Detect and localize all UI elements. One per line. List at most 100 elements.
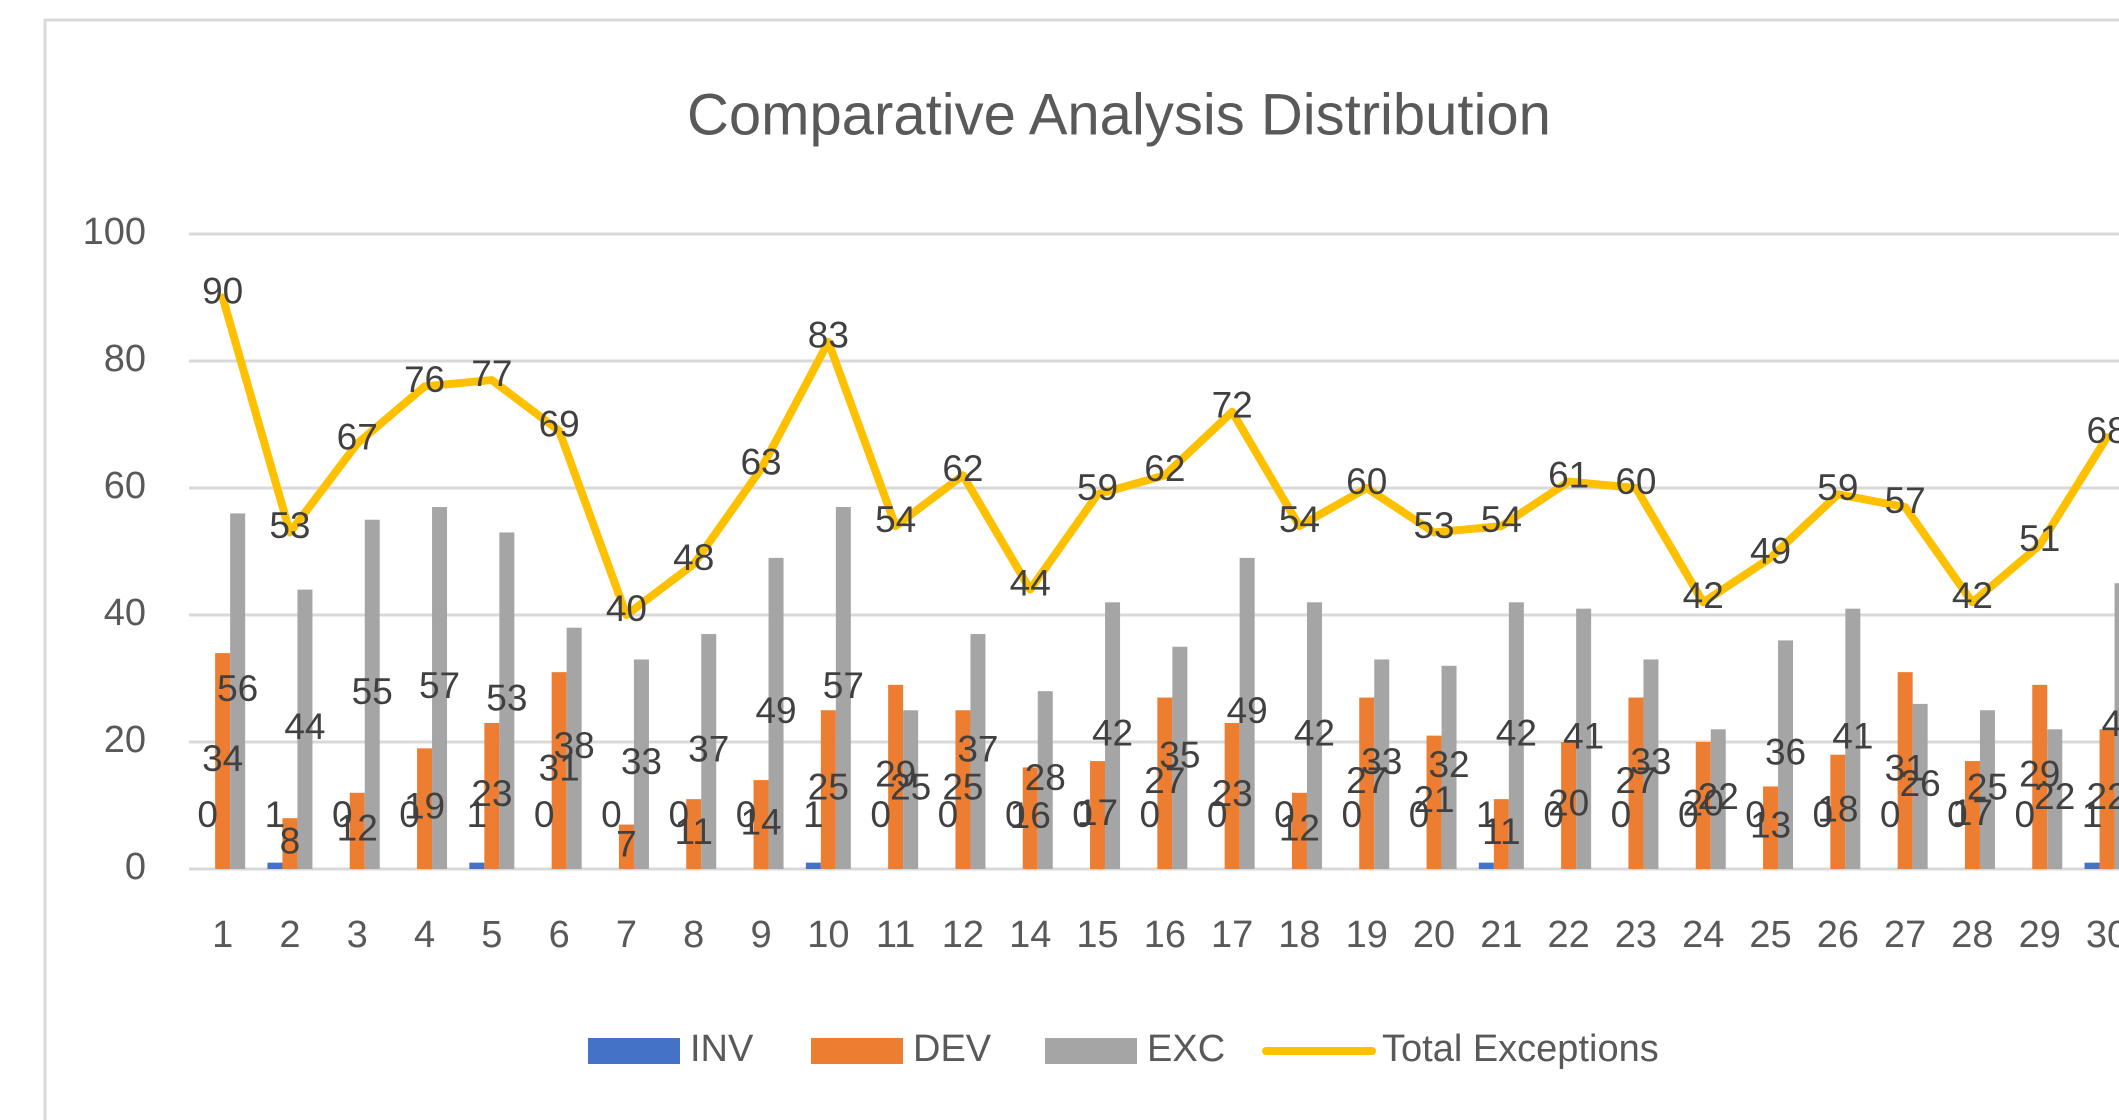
bar-data-label: 16 (1010, 795, 1051, 836)
bar-data-label: 26 (1900, 763, 1941, 804)
line-data-label: 76 (404, 359, 445, 400)
bar (1306, 602, 1322, 869)
bar-data-label: 1 (1476, 794, 1497, 835)
bar-data-label: 0 (1140, 794, 1161, 835)
bar (1778, 640, 1794, 869)
bar (835, 507, 851, 869)
bar-data-label: 0 (668, 794, 689, 835)
bar (2032, 684, 2048, 869)
legend-swatch (811, 1038, 903, 1064)
bar (1037, 691, 1053, 869)
bar-data-label: 0 (736, 794, 757, 835)
bar-data-label: 38 (554, 725, 595, 766)
bar (633, 659, 649, 869)
bar-data-label: 57 (419, 665, 460, 706)
bar (1964, 761, 1980, 869)
bar-data-label: 37 (688, 728, 729, 769)
bar-data-label: 0 (1611, 794, 1632, 835)
bar (1105, 602, 1121, 869)
x-tick-label: 17 (1211, 914, 1253, 956)
bar-data-label: 22 (2086, 776, 2119, 817)
bar-data-label: 25 (942, 766, 983, 807)
bar (955, 710, 971, 869)
bar-data-label: 12 (1279, 808, 1320, 849)
bar-data-label: 23 (1212, 773, 1253, 814)
bar-data-label: 49 (755, 690, 796, 731)
bar (753, 780, 769, 869)
bar-data-label: 0 (197, 794, 218, 835)
y-tick-label: 0 (125, 846, 146, 888)
bar-data-label: 42 (1496, 712, 1537, 753)
bar (701, 634, 717, 869)
x-tick-label: 2 (279, 914, 300, 956)
x-tick-label: 26 (1817, 914, 1859, 956)
bar-data-label: 22 (1698, 776, 1739, 817)
bar (1493, 799, 1509, 869)
bar-data-label: 57 (823, 665, 864, 706)
x-tick-label: 1 (212, 914, 233, 956)
bar (1441, 665, 1457, 869)
x-tick-label: 10 (807, 914, 849, 956)
bar (1090, 761, 1106, 869)
bar (1359, 697, 1375, 869)
bar-data-label: 19 (404, 785, 445, 826)
bar-data-label: 20 (1548, 782, 1589, 823)
bar (1763, 786, 1779, 869)
x-tick-label: 12 (942, 914, 984, 956)
line-data-label: 42 (1952, 575, 1993, 616)
x-tick-label: 5 (481, 914, 502, 956)
legend-label: Total Exceptions (1382, 1028, 1659, 1070)
bar-data-label: 21 (1413, 779, 1454, 820)
bar (1845, 608, 1861, 869)
bar-data-label: 33 (1630, 741, 1671, 782)
bar (820, 710, 836, 869)
bar-data-label: 49 (1227, 690, 1268, 731)
bar-data-label: 0 (1880, 794, 1901, 835)
bar (1374, 659, 1390, 869)
bar (282, 818, 298, 869)
x-tick-label: 16 (1144, 914, 1186, 956)
x-tick-label: 15 (1076, 914, 1118, 956)
bar (1239, 557, 1255, 869)
bar (1897, 672, 1913, 869)
bar-data-label: 12 (337, 808, 378, 849)
line-data-label: 44 (1010, 562, 1051, 603)
bar (469, 862, 485, 869)
x-tick-label: 24 (1682, 914, 1724, 956)
line-data-label: 53 (269, 505, 310, 546)
bar-data-label: 0 (1207, 794, 1228, 835)
bar (1979, 710, 1995, 869)
x-tick-label: 28 (1951, 914, 1993, 956)
x-tick-label: 21 (1480, 914, 1522, 956)
bar (1426, 735, 1442, 869)
bar-data-label: 56 (217, 668, 258, 709)
bar (364, 519, 380, 869)
bar (1291, 792, 1307, 869)
legend-swatch (1045, 1038, 1137, 1064)
bar (686, 799, 702, 869)
bar (297, 589, 313, 869)
legend-label: EXC (1147, 1028, 1225, 1070)
bar-data-label: 32 (1428, 744, 1469, 785)
bar (1478, 862, 1494, 869)
line-data-label: 62 (942, 448, 983, 489)
x-tick-label: 25 (1749, 914, 1791, 956)
line-data-label: 77 (471, 353, 512, 394)
bar-data-label: 0 (1678, 794, 1699, 835)
bar-data-label: 11 (1482, 811, 1520, 852)
bar (2047, 729, 2063, 869)
bar (888, 684, 904, 869)
bar-data-label: 1 (467, 794, 488, 835)
bar-data-label: 0 (534, 794, 555, 835)
bar (1508, 602, 1524, 869)
line-data-label: 83 (808, 315, 849, 356)
bar-data-label: 20 (1683, 782, 1724, 823)
bar-data-label: 0 (1543, 794, 1564, 835)
bar (1912, 703, 1928, 869)
bar (499, 532, 515, 869)
y-tick-label: 80 (104, 338, 146, 380)
bar (566, 627, 582, 869)
bar-data-label: 0 (1409, 794, 1430, 835)
line-data-label: 60 (1346, 461, 1387, 502)
